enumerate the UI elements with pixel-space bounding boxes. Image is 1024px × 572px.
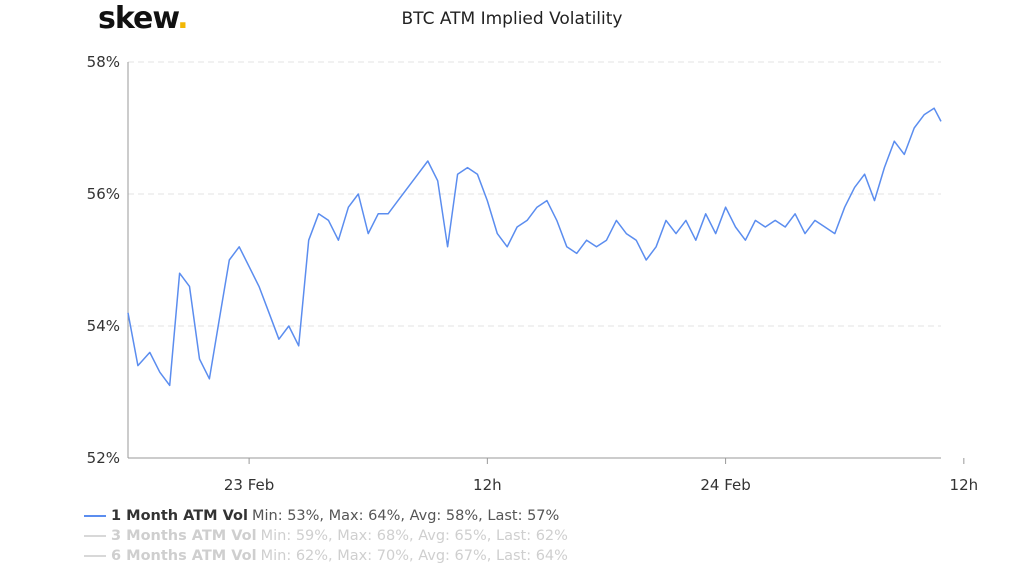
legend-series-name: 3 Months ATM Vol <box>111 528 257 544</box>
legend-series-stats: Min: 53%, Max: 64%, Avg: 58%, Last: 57% <box>251 508 560 524</box>
x-tick-label: 12h <box>473 476 502 494</box>
legend: 1 Month ATM Vol Min: 53%, Max: 64%, Avg:… <box>84 506 568 566</box>
y-tick-label: 54% <box>87 317 120 335</box>
legend-series-name: 6 Months ATM Vol <box>111 548 257 564</box>
x-tick-label: 12h <box>950 476 979 494</box>
logo-text: skew <box>98 1 178 36</box>
y-tick-label: 58% <box>87 53 120 71</box>
legend-series-stats: Min: 59%, Max: 68%, Avg: 65%, Last: 62% <box>260 528 568 544</box>
legend-swatch <box>84 515 106 517</box>
logo-dot: . <box>177 1 188 36</box>
legend-swatch <box>84 535 106 537</box>
series-line-1-month-atm-vol <box>127 107 942 387</box>
x-tick-label: 23 Feb <box>224 476 274 494</box>
legend-item-1-month[interactable]: 1 Month ATM Vol Min: 53%, Max: 64%, Avg:… <box>84 506 568 526</box>
legend-series-name: 1 Month ATM Vol <box>111 508 248 524</box>
chart-title: BTC ATM Implied Volatility <box>401 9 623 29</box>
skew-logo: skew. <box>98 1 189 36</box>
x-tick-label: 24 Feb <box>700 476 750 494</box>
legend-swatch <box>84 555 106 557</box>
y-tick-label: 56% <box>87 185 120 203</box>
legend-item-3-months[interactable]: 3 Months ATM Vol Min: 59%, Max: 68%, Avg… <box>84 526 568 546</box>
legend-item-6-months[interactable]: 6 Months ATM Vol Min: 62%, Max: 70%, Avg… <box>84 546 568 566</box>
legend-series-stats: Min: 62%, Max: 70%, Avg: 67%, Last: 64% <box>260 548 568 564</box>
y-tick-label: 52% <box>87 449 120 467</box>
